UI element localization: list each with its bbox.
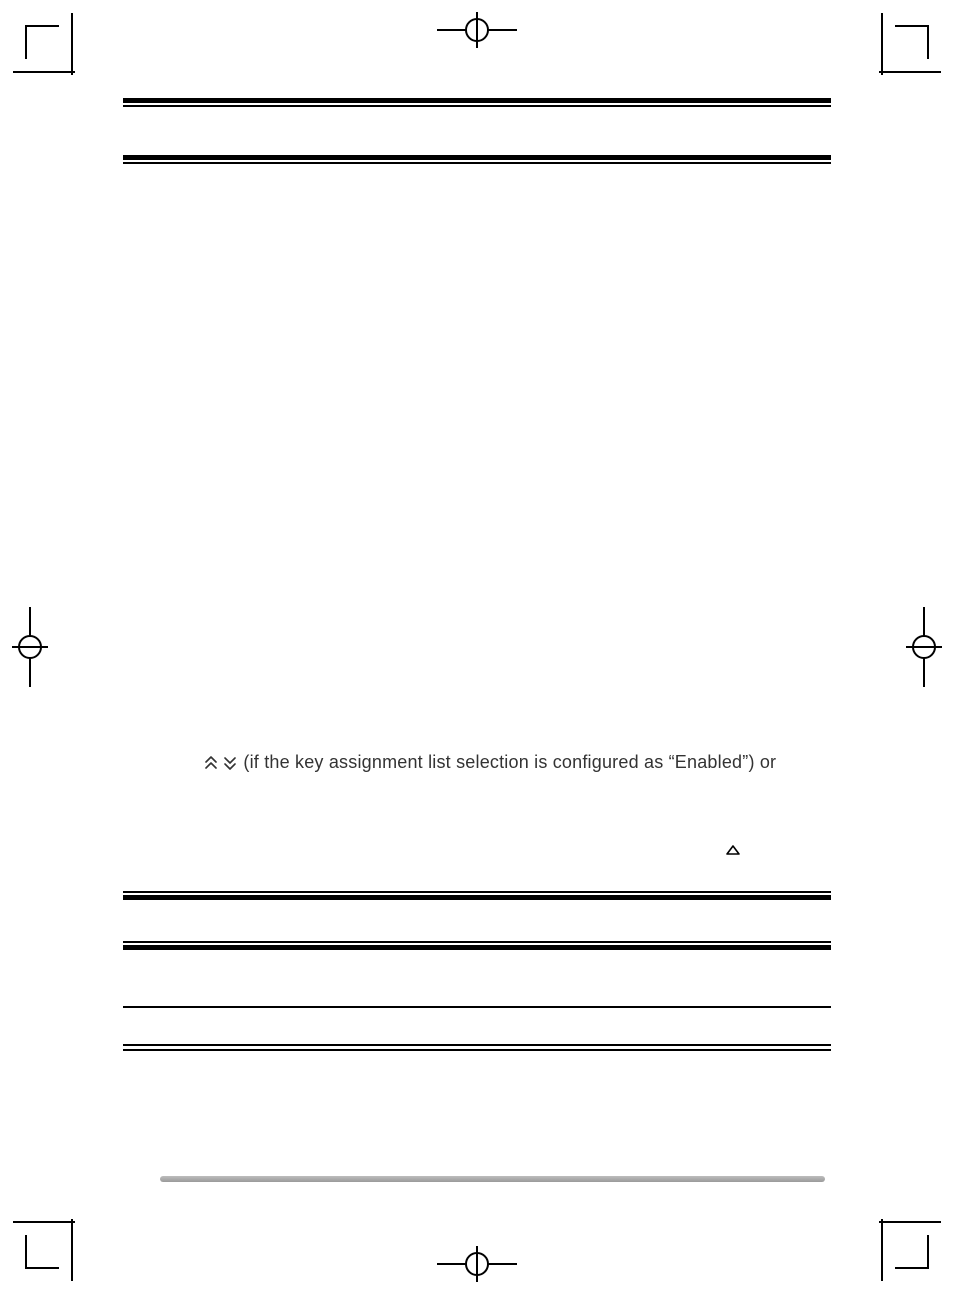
body-text-line: (if the key assignment list selection is… [205,752,805,775]
horizontal-rule [123,1006,831,1008]
double-chevron-up-icon [205,754,217,775]
crop-mark [13,71,75,73]
crop-mark [13,1221,75,1223]
triangle-up-outline-icon [725,843,741,861]
body-text: (if the key assignment list selection is… [243,752,776,772]
registration-mark-icon [437,10,517,50]
crop-mark [25,1235,59,1269]
crop-mark [25,25,59,59]
crop-mark [881,13,883,75]
footer-divider [160,1176,825,1182]
horizontal-rule [123,155,831,160]
horizontal-rule [123,162,831,164]
crop-mark [895,1235,929,1269]
horizontal-rule [123,895,831,900]
horizontal-rule [123,105,831,107]
crop-mark [881,1219,883,1281]
crop-mark [71,13,73,75]
horizontal-rule [123,945,831,950]
registration-mark-icon [904,607,944,687]
crop-mark [71,1219,73,1281]
page: (if the key assignment list selection is… [0,0,954,1294]
horizontal-rule [123,891,831,893]
horizontal-rule [123,941,831,943]
horizontal-rule [123,1044,831,1046]
crop-mark [879,71,941,73]
horizontal-rule [123,98,831,103]
registration-mark-icon [437,1244,517,1284]
crop-mark [879,1221,941,1223]
horizontal-rule [123,1049,831,1051]
crop-mark [895,25,929,59]
double-chevron-down-icon [224,754,236,775]
registration-mark-icon [10,607,50,687]
